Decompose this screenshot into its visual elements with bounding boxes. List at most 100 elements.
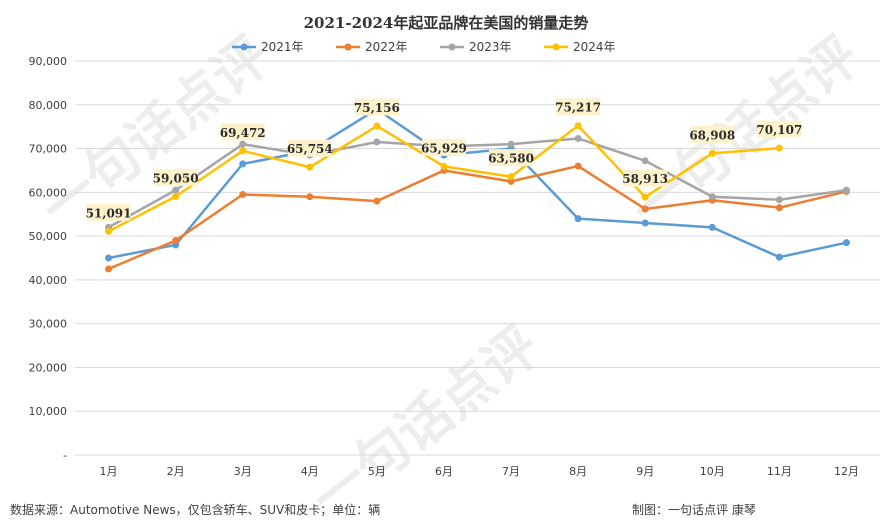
x-tick-label: 10月 bbox=[700, 465, 725, 478]
data-point bbox=[842, 186, 850, 194]
data-point bbox=[306, 193, 314, 201]
data-point bbox=[775, 253, 783, 261]
data-label-text: 59,050 bbox=[153, 171, 199, 185]
data-label-bg bbox=[354, 98, 399, 116]
y-tick-label: 20,000 bbox=[29, 361, 68, 374]
data-point bbox=[574, 122, 582, 130]
data-label: 51,091 bbox=[86, 203, 132, 221]
source-note: 数据来源：Automotive News，仅包含轿车、SUV和皮卡；单位：辆 bbox=[10, 502, 380, 517]
x-tick-label: 3月 bbox=[234, 465, 252, 478]
credit-note: 制图：一句话点评 康琴 bbox=[632, 502, 756, 517]
data-point bbox=[775, 196, 783, 204]
data-label: 75,217 bbox=[555, 98, 601, 116]
data-point bbox=[574, 162, 582, 170]
x-tick-label: 8月 bbox=[569, 465, 587, 478]
series-2 bbox=[105, 134, 850, 231]
gridlines bbox=[75, 60, 880, 456]
data-label: 63,580 bbox=[488, 149, 534, 167]
series-layer bbox=[105, 105, 850, 273]
x-tick-label: 7月 bbox=[502, 465, 520, 478]
data-point bbox=[574, 134, 582, 142]
data-point bbox=[641, 205, 649, 213]
data-label: 65,754 bbox=[287, 139, 333, 157]
data-label-bg bbox=[489, 149, 534, 167]
data-point bbox=[775, 144, 783, 152]
watermark-layer: 一句话点评 一句话点评 一句话点评 bbox=[29, 24, 871, 525]
data-label-bg bbox=[623, 169, 668, 187]
data-label-bg bbox=[86, 203, 131, 221]
data-label-bg bbox=[690, 125, 735, 143]
data-label-bg bbox=[556, 98, 601, 116]
data-point bbox=[373, 197, 381, 205]
data-point bbox=[708, 193, 716, 201]
legend-swatch-marker bbox=[344, 43, 352, 51]
data-point bbox=[239, 140, 247, 148]
legend: 2021年 2022年 2023年 2024年 bbox=[232, 40, 616, 54]
data-label-text: 70,107 bbox=[756, 123, 802, 137]
data-label-bg bbox=[287, 139, 332, 157]
data-point bbox=[239, 147, 247, 155]
y-tick-label: 10,000 bbox=[29, 405, 68, 418]
data-label-text: 75,217 bbox=[555, 101, 601, 115]
data-point bbox=[105, 265, 113, 273]
data-label-text: 68,908 bbox=[689, 128, 735, 142]
data-point bbox=[641, 193, 649, 201]
legend-swatch-marker bbox=[448, 43, 456, 51]
data-point bbox=[306, 163, 314, 171]
series-1 bbox=[105, 162, 850, 273]
data-point bbox=[172, 192, 180, 200]
data-label-bg bbox=[757, 120, 802, 138]
data-label: 69,472 bbox=[220, 123, 266, 141]
data-label: 68,908 bbox=[689, 125, 735, 143]
x-tick-label: 5月 bbox=[368, 465, 386, 478]
x-tick-label: 4月 bbox=[301, 465, 319, 478]
data-label-text: 65,754 bbox=[287, 142, 333, 156]
data-label-bg bbox=[220, 123, 265, 141]
x-tick-label: 6月 bbox=[435, 465, 453, 478]
x-axis: 1月 2月 3月 4月 5月 6月 7月 8月 9月 10月 11月 12月 bbox=[100, 465, 859, 478]
data-point bbox=[708, 149, 716, 157]
y-tick-label: 80,000 bbox=[29, 99, 68, 112]
data-point bbox=[641, 157, 649, 165]
x-tick-label: 1月 bbox=[100, 465, 118, 478]
x-tick-label: 2月 bbox=[167, 465, 185, 478]
y-tick-label: 60,000 bbox=[29, 186, 68, 199]
data-label: 70,107 bbox=[756, 120, 802, 138]
data-label-text: 65,929 bbox=[421, 141, 467, 155]
data-label-bg bbox=[153, 168, 198, 186]
data-point bbox=[507, 173, 515, 181]
data-point bbox=[373, 122, 381, 130]
legend-swatch-marker bbox=[552, 43, 560, 51]
series-line bbox=[108, 164, 847, 271]
legend-swatch-marker bbox=[240, 43, 248, 51]
legend-label: 2023年 bbox=[469, 40, 512, 54]
series-line bbox=[107, 137, 847, 229]
legend-item: 2022年 bbox=[336, 40, 408, 54]
data-point bbox=[373, 138, 381, 146]
data-labels: 51,091 59,050 69,472 65,754 75,156 65,929 63,5… bbox=[86, 98, 802, 221]
y-tick-label: 40,000 bbox=[29, 274, 68, 287]
data-point bbox=[507, 140, 515, 148]
data-point bbox=[172, 236, 180, 244]
data-label-text: 63,580 bbox=[488, 152, 534, 166]
y-tick-label: - bbox=[63, 449, 67, 462]
data-label-text: 58,913 bbox=[622, 172, 668, 186]
data-point bbox=[105, 254, 113, 262]
y-tick-label: 70,000 bbox=[29, 143, 68, 156]
data-point bbox=[708, 223, 716, 231]
data-label-text: 69,472 bbox=[220, 126, 266, 140]
y-axis: - 10,000 20,000 30,000 40,000 50,000 60,000 70,… bbox=[29, 55, 68, 462]
x-tick-label: 12月 bbox=[834, 465, 859, 478]
legend-item: 2021年 bbox=[232, 40, 304, 54]
legend-label: 2022年 bbox=[365, 40, 408, 54]
data-point bbox=[641, 219, 649, 227]
series-3 bbox=[105, 122, 783, 235]
watermark-text: 一句话点评 bbox=[299, 314, 551, 525]
y-tick-label: 90,000 bbox=[29, 55, 68, 68]
x-tick-label: 9月 bbox=[636, 465, 654, 478]
data-label: 75,156 bbox=[354, 98, 400, 116]
data-point bbox=[239, 160, 247, 168]
data-point bbox=[239, 191, 247, 199]
